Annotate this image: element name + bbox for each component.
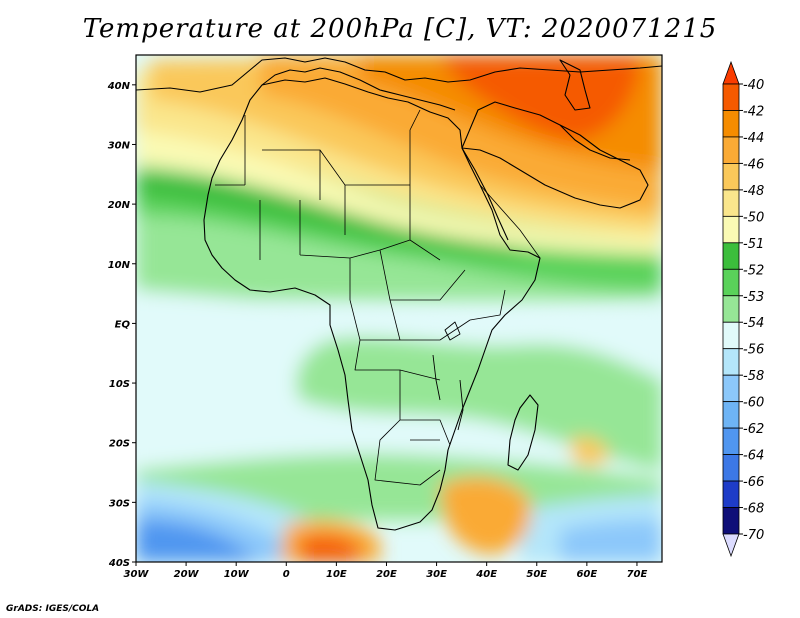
colorbar-label: -56 (743, 343, 764, 358)
caspian (559, 59, 591, 111)
lat-tick-label: 20S (109, 439, 130, 450)
map-title: Temperature at 200hPa [C], VT: 202007121… (82, 14, 718, 44)
field-region-cape-core (300, 535, 360, 562)
lat-tick-label: 10N (108, 260, 131, 271)
colorbar-swatch (722, 321, 740, 350)
colorbar-label: -52 (743, 263, 764, 278)
field-region-pale-yellow (136, 130, 662, 255)
lon-tick-label: 60E (576, 569, 597, 580)
colorbar-swatch (722, 268, 740, 297)
field-region-madagascar-warm (570, 436, 610, 467)
lat-tick-label: EQ (115, 319, 131, 330)
colorbar-label: -40 (743, 78, 764, 93)
lakes (432, 321, 464, 431)
lon-tick-label: 20W (174, 569, 200, 580)
colorbar-label: -62 (743, 422, 764, 437)
colorbar-label: -53 (743, 290, 764, 305)
lat-tick-label: 40S (108, 558, 130, 569)
longitude-axis: 30W 20W 10W 0 10E 20E 30E 40E 50E 60E 70E (124, 562, 648, 580)
africa-coastline (203, 77, 541, 531)
colorbar-label: -48 (743, 184, 764, 199)
lon-tick-label: 20E (376, 569, 397, 580)
field-region-south-african-warm (440, 476, 531, 555)
colorbar-label: -68 (743, 502, 764, 517)
colorbar-label: -46 (743, 157, 764, 172)
field-region-south-blue-dark (136, 520, 260, 562)
lon-tick-label: 30W (124, 569, 150, 580)
colorbar-label: -50 (743, 210, 764, 225)
lat-tick-label: 10S (109, 379, 130, 390)
credit-text: GrADS: IGES/COLA (6, 604, 100, 614)
colorbar-swatch (722, 480, 740, 508)
lon-tick-label: 10E (326, 569, 347, 580)
plot-frame (135, 54, 663, 563)
colorbar-swatch (722, 189, 740, 217)
colorbar-bottom-triangle (722, 533, 740, 558)
field-region-green-dark (136, 170, 520, 255)
lon-tick-label: 0 (283, 569, 290, 580)
colorbar-label: -60 (743, 396, 764, 411)
colorbar-swatch (722, 374, 740, 403)
colorbar-swatch (722, 295, 740, 323)
colorbar-swatch (722, 242, 740, 270)
colorbar-label: -44 (743, 131, 764, 146)
colorbar-swatch (722, 83, 740, 111)
colorbar-swatch (722, 427, 740, 455)
colorbar: -40 -42 -44 -46 -48 -50 -51 -52 -53 -54 -56 -58 -60 -… (722, 60, 764, 558)
red-sea (461, 147, 509, 241)
latitude-axis: 40N 30N 20N 10N EQ 10S 20S 30S 40S (107, 81, 136, 569)
field-region-southeast-blue-2 (560, 520, 662, 562)
persian-gulf (559, 124, 631, 161)
colorbar-label: -42 (743, 104, 764, 119)
coastlines (136, 57, 662, 531)
field-region-caspian-core (440, 55, 640, 140)
lon-tick-label: 50E (526, 569, 547, 580)
colorbar-swatch (722, 348, 740, 376)
colorbar-swatch (722, 163, 740, 191)
lon-tick-label: 70E (627, 569, 648, 580)
colorbar-swatch (722, 454, 740, 482)
colorbar-label: -70 (743, 528, 764, 543)
europe-coast (136, 57, 662, 93)
colorbar-swatch (722, 507, 740, 535)
colorbar-label: -51 (743, 237, 764, 252)
colorbar-swatch (722, 401, 740, 429)
colorbar-label: -66 (743, 475, 764, 490)
lon-tick-label: 10W (224, 569, 250, 580)
lat-tick-label: 30S (109, 498, 130, 509)
colorbar-label: -58 (743, 369, 764, 384)
colorbar-label: -54 (743, 316, 764, 331)
lon-tick-label: 40E (475, 569, 497, 580)
arabia-outline (461, 101, 649, 209)
colorbar-swatch (722, 215, 740, 244)
colorbar-swatch (722, 136, 740, 164)
lat-tick-label: 30N (108, 140, 131, 151)
med-coast (261, 67, 456, 111)
lon-tick-label: 30E (426, 569, 447, 580)
lat-tick-label: 20N (108, 200, 131, 211)
colorbar-swatch (722, 110, 740, 138)
madagascar-outline (507, 394, 539, 471)
lat-tick-label: 40N (107, 81, 131, 92)
border-lines (215, 109, 541, 486)
temperature-field (136, 55, 662, 562)
colorbar-label: -64 (743, 449, 764, 464)
colorbar-top-triangle (722, 60, 740, 85)
